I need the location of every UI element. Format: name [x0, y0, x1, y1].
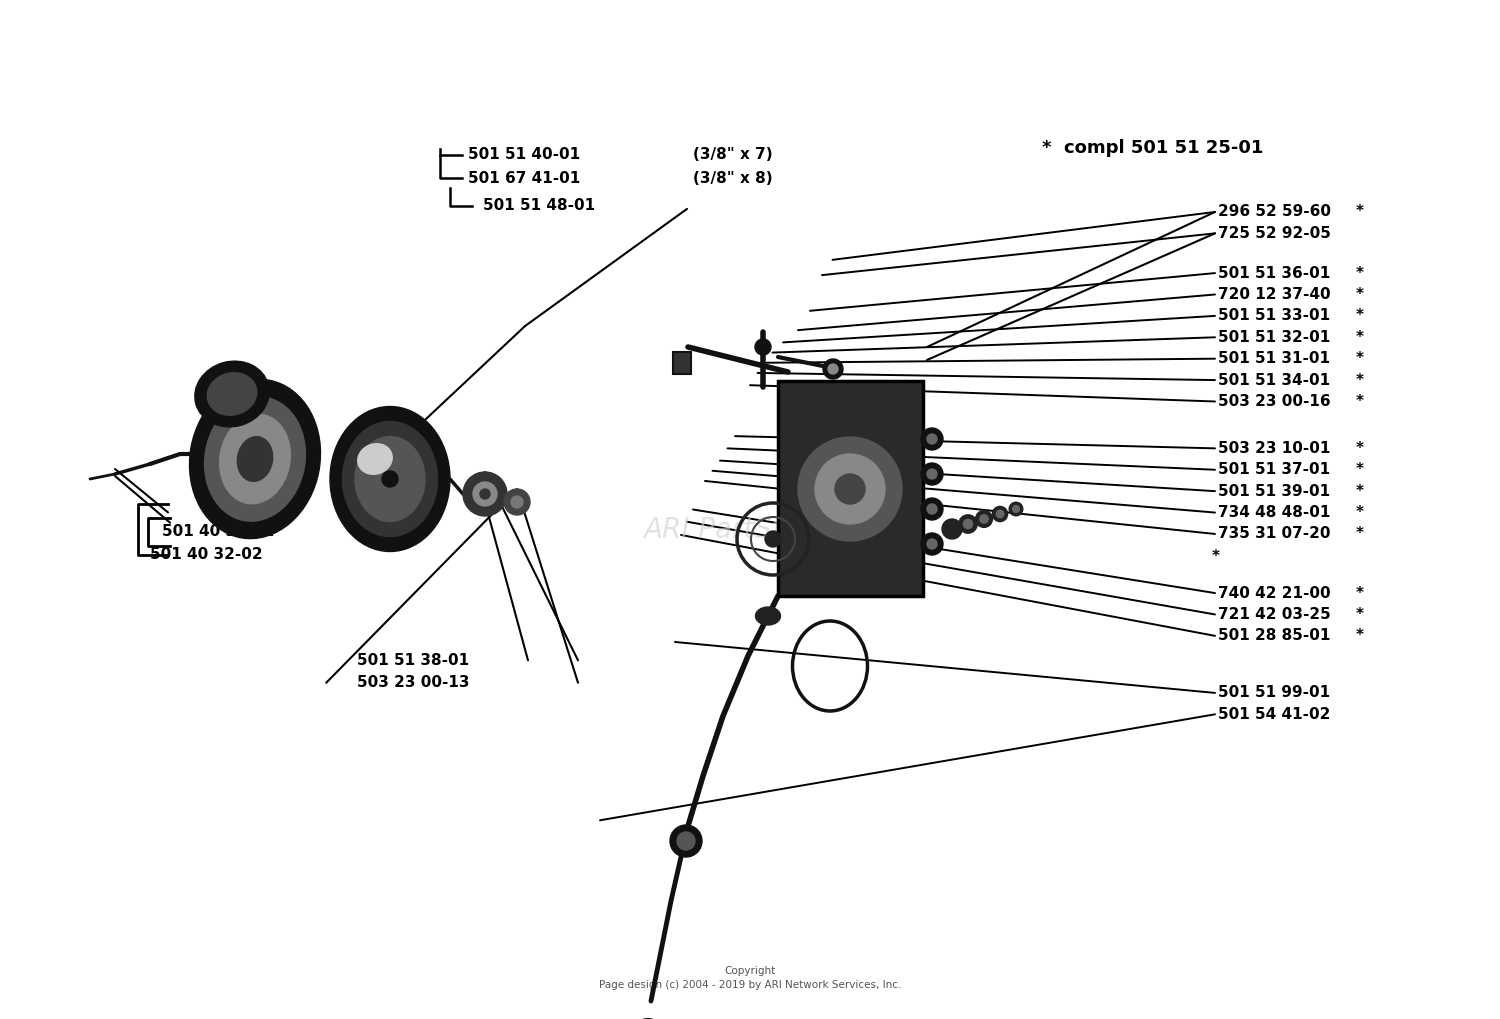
- Text: *: *: [1356, 586, 1364, 600]
- Circle shape: [472, 482, 496, 506]
- Circle shape: [975, 511, 993, 528]
- Text: 503 23 00-16: 503 23 00-16: [1218, 394, 1330, 409]
- Circle shape: [942, 519, 962, 539]
- Text: *: *: [1356, 373, 1364, 387]
- Circle shape: [480, 489, 490, 499]
- Ellipse shape: [237, 436, 273, 481]
- Text: 501 67 41-01: 501 67 41-01: [468, 171, 580, 185]
- Ellipse shape: [330, 407, 450, 551]
- Text: 501 51 38-01: 501 51 38-01: [357, 653, 470, 667]
- Ellipse shape: [219, 415, 291, 503]
- FancyBboxPatch shape: [674, 352, 692, 374]
- Circle shape: [670, 825, 702, 857]
- Ellipse shape: [342, 422, 438, 536]
- Text: 501 51 33-01: 501 51 33-01: [1218, 309, 1330, 323]
- Text: 501 51 37-01: 501 51 37-01: [1218, 463, 1330, 477]
- Circle shape: [980, 515, 988, 523]
- Circle shape: [927, 469, 938, 479]
- Text: 501 51 34-01: 501 51 34-01: [1218, 373, 1330, 387]
- Text: 501 51 32-01: 501 51 32-01: [1218, 330, 1330, 344]
- Ellipse shape: [195, 361, 268, 427]
- Text: *: *: [1356, 330, 1364, 344]
- Text: *: *: [1356, 463, 1364, 477]
- Circle shape: [512, 496, 524, 508]
- Circle shape: [1013, 505, 1020, 513]
- Text: *: *: [1356, 287, 1364, 302]
- Circle shape: [382, 471, 398, 487]
- Text: *: *: [1356, 394, 1364, 409]
- Text: *: *: [1356, 607, 1364, 622]
- Circle shape: [927, 504, 938, 514]
- Text: 501 51 48-01: 501 51 48-01: [483, 199, 596, 213]
- Text: 735 31 07-20: 735 31 07-20: [1218, 527, 1330, 541]
- Text: *  compl 501 51 25-01: * compl 501 51 25-01: [1042, 139, 1264, 157]
- Text: *: *: [1356, 309, 1364, 323]
- Text: 501 51 31-01: 501 51 31-01: [1218, 352, 1330, 366]
- Circle shape: [921, 463, 944, 485]
- Text: 725 52 92-05: 725 52 92-05: [1218, 226, 1330, 240]
- Circle shape: [676, 832, 694, 850]
- Text: 501 51 36-01: 501 51 36-01: [1218, 266, 1330, 280]
- Ellipse shape: [358, 443, 392, 474]
- Text: *: *: [1356, 484, 1364, 498]
- Ellipse shape: [756, 607, 780, 625]
- Circle shape: [824, 359, 843, 379]
- Text: 501 51 39-01: 501 51 39-01: [1218, 484, 1330, 498]
- Circle shape: [993, 506, 1008, 522]
- Text: (3/8" x 8): (3/8" x 8): [693, 171, 772, 185]
- Text: 503 23 00-13: 503 23 00-13: [357, 676, 470, 690]
- Text: *: *: [1356, 266, 1364, 280]
- Ellipse shape: [207, 373, 256, 416]
- Circle shape: [828, 364, 839, 374]
- Circle shape: [798, 437, 901, 541]
- Text: *: *: [1356, 352, 1364, 366]
- Text: *: *: [1356, 527, 1364, 541]
- Circle shape: [464, 472, 507, 516]
- Circle shape: [996, 511, 1004, 518]
- Text: 721 42 03-25: 721 42 03-25: [1218, 607, 1330, 622]
- Text: 501 51 99-01: 501 51 99-01: [1218, 686, 1330, 700]
- Text: ARI PartStream: ARI PartStream: [644, 516, 856, 544]
- Text: 740 42 21-00: 740 42 21-00: [1218, 586, 1330, 600]
- Circle shape: [754, 339, 771, 355]
- Ellipse shape: [189, 379, 321, 539]
- Text: 296 52 59-60: 296 52 59-60: [1218, 205, 1330, 219]
- Ellipse shape: [204, 396, 306, 521]
- Circle shape: [1010, 502, 1023, 516]
- Circle shape: [921, 533, 944, 555]
- Circle shape: [927, 434, 938, 444]
- Circle shape: [921, 498, 944, 520]
- Text: *: *: [1356, 505, 1364, 520]
- Circle shape: [921, 428, 944, 450]
- Text: 503 23 10-01: 503 23 10-01: [1218, 441, 1330, 455]
- Text: 501 40 32-02: 501 40 32-02: [150, 547, 262, 561]
- Text: 501 51 40-01: 501 51 40-01: [468, 148, 580, 162]
- Text: 734 48 48-01: 734 48 48-01: [1218, 505, 1330, 520]
- FancyBboxPatch shape: [778, 381, 922, 596]
- Text: Copyright
Page design (c) 2004 - 2019 by ARI Network Services, Inc.: Copyright Page design (c) 2004 - 2019 by…: [598, 966, 902, 990]
- Circle shape: [836, 474, 866, 504]
- Text: (3/8" x 7): (3/8" x 7): [693, 148, 772, 162]
- Circle shape: [504, 489, 530, 515]
- Circle shape: [963, 520, 972, 529]
- Circle shape: [927, 539, 938, 549]
- Text: *: *: [1356, 629, 1364, 643]
- Circle shape: [815, 454, 885, 524]
- Text: *: *: [1356, 441, 1364, 455]
- Text: 501 40 34-02: 501 40 34-02: [162, 525, 274, 539]
- Circle shape: [958, 515, 976, 533]
- Text: *: *: [1212, 549, 1219, 564]
- Text: *: *: [1356, 205, 1364, 219]
- Text: 501 28 85-01: 501 28 85-01: [1218, 629, 1330, 643]
- Circle shape: [765, 531, 782, 547]
- Text: 501 54 41-02: 501 54 41-02: [1218, 707, 1330, 721]
- Ellipse shape: [356, 436, 424, 522]
- Text: 720 12 37-40: 720 12 37-40: [1218, 287, 1330, 302]
